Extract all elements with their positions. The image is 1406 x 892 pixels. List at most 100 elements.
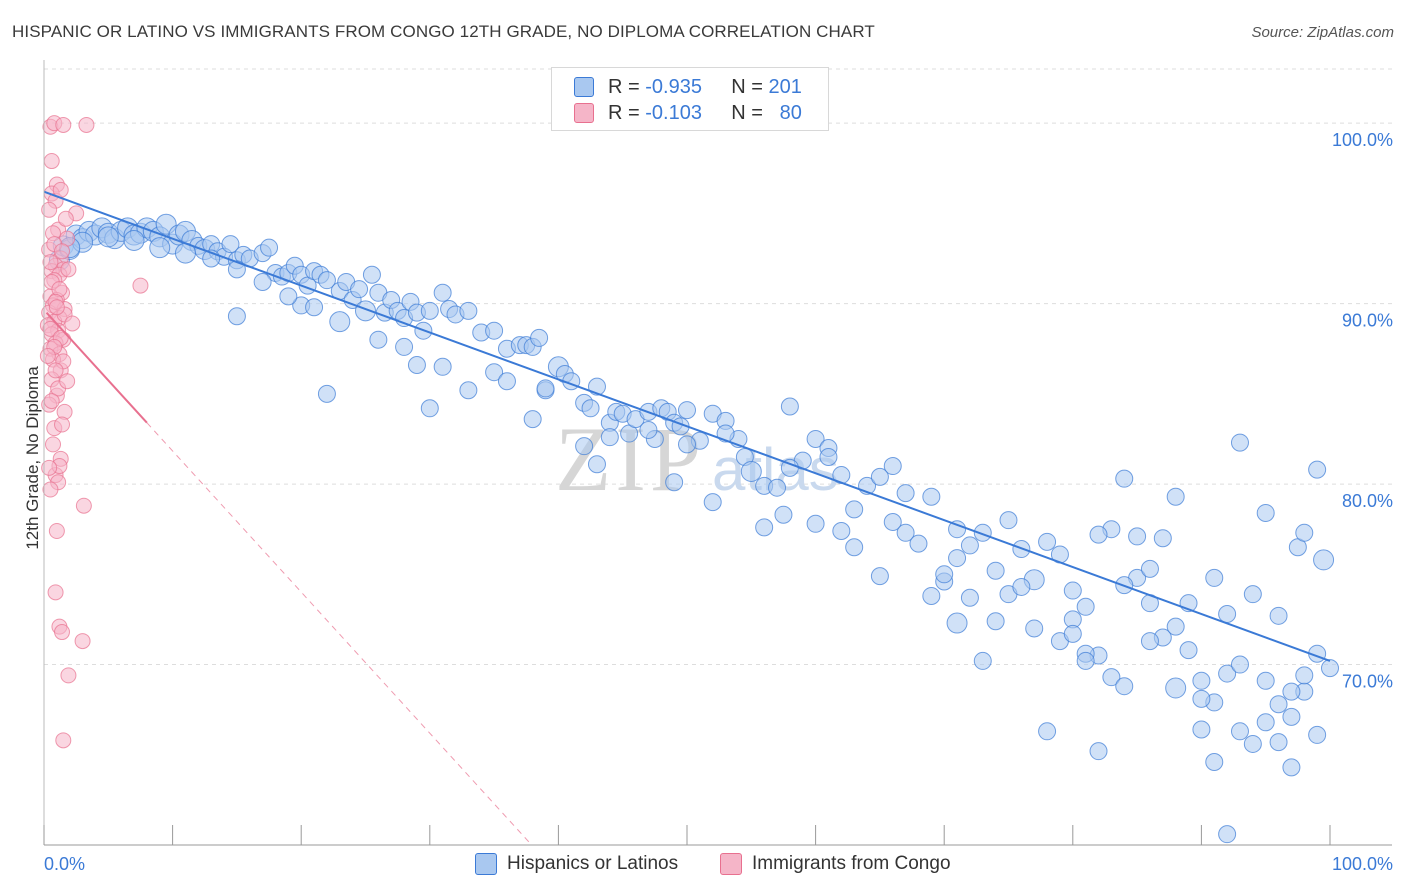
data-point-congo (78, 116, 95, 133)
data-point-hispanic (497, 372, 516, 391)
data-point-hispanic (1282, 682, 1301, 701)
legend-item-hispanic: Hispanics or Latinos (475, 851, 678, 877)
data-point-hispanic (1308, 460, 1327, 479)
data-point-hispanic (986, 561, 1005, 580)
data-point-hispanic (459, 301, 478, 320)
data-point-hispanic (420, 301, 439, 320)
data-point-hispanic (1063, 624, 1082, 643)
data-point-hispanic (1282, 707, 1301, 726)
n-label: N = (731, 75, 763, 98)
data-point-hispanic (1256, 503, 1275, 522)
data-point-hispanic (1230, 433, 1249, 452)
data-point-hispanic (1140, 559, 1159, 578)
data-point-congo (42, 481, 59, 498)
blue-swatch-icon (574, 77, 594, 97)
data-point-hispanic (1165, 677, 1187, 699)
data-point-hispanic (1025, 619, 1044, 638)
data-point-hispanic (600, 428, 619, 447)
data-point-hispanic (536, 379, 555, 398)
data-point-hispanic (369, 330, 388, 349)
data-point-hispanic (1218, 664, 1237, 683)
data-point-congo (43, 153, 60, 170)
y-tick-label: 80.0% (1342, 491, 1393, 511)
data-point-hispanic (1192, 689, 1211, 708)
data-point-hispanic (317, 271, 336, 290)
data-point-hispanic (755, 518, 774, 537)
data-point-hispanic (780, 397, 799, 416)
data-point-hispanic (774, 505, 793, 524)
data-point-congo (48, 523, 65, 539)
data-point-hispanic (883, 512, 902, 531)
data-point-hispanic (1166, 487, 1185, 506)
data-point-hispanic (1038, 722, 1057, 741)
data-point-hispanic (948, 549, 967, 568)
data-point-hispanic (149, 237, 171, 259)
data-point-hispanic (819, 448, 838, 467)
r-label: R = (608, 75, 640, 98)
data-point-congo (54, 243, 71, 260)
data-point-congo (42, 254, 59, 271)
correlation-legend: R = -0.935 N = 201 R = -0.103 N = 80 (551, 67, 829, 131)
data-point-hispanic (845, 500, 864, 519)
data-point-hispanic (1205, 568, 1224, 587)
y-axis-label: 12th Grade, No Diploma (23, 366, 42, 550)
data-point-hispanic (1140, 632, 1159, 651)
data-point-hispanic (1230, 722, 1249, 741)
data-point-hispanic (1282, 758, 1301, 777)
data-point-congo (45, 436, 62, 453)
data-point-hispanic (973, 651, 992, 670)
n-value: 201 (768, 75, 802, 98)
data-point-hispanic (1192, 720, 1211, 739)
data-point-hispanic (575, 437, 594, 456)
data-point-hispanic (665, 473, 684, 492)
data-point-congo (43, 393, 60, 410)
data-point-congo (55, 116, 72, 133)
data-point-hispanic (97, 226, 119, 248)
data-point-hispanic (362, 265, 381, 284)
data-point-hispanic (1102, 668, 1121, 687)
data-point-hispanic (1089, 525, 1108, 544)
data-point-congo (74, 633, 91, 650)
data-point-congo (41, 459, 58, 476)
data-point-hispanic (260, 238, 279, 257)
legend-label-hispanic: Hispanics or Latinos (507, 853, 679, 874)
data-point-hispanic (870, 567, 889, 586)
data-point-hispanic (1269, 695, 1288, 714)
x-tick-label: 100.0% (1332, 854, 1393, 874)
data-point-hispanic (1269, 606, 1288, 625)
data-point-hispanic (1115, 469, 1134, 488)
trend-line-congo (45, 311, 148, 424)
data-point-hispanic (948, 520, 967, 539)
data-point-hispanic (1166, 617, 1185, 636)
data-point-hispanic (1038, 532, 1057, 551)
data-point-hispanic (1192, 671, 1211, 690)
data-point-hispanic (485, 363, 504, 382)
data-point-congo (54, 416, 71, 433)
data-point-hispanic (329, 311, 351, 333)
data-point-hispanic (832, 522, 851, 540)
chart-title: HISPANIC OR LATINO VS IMMIGRANTS FROM CO… (12, 22, 875, 41)
data-point-hispanic (922, 487, 941, 506)
data-point-hispanic (946, 612, 968, 634)
data-point-hispanic (407, 355, 426, 374)
data-point-hispanic (1295, 523, 1314, 542)
data-point-hispanic (350, 280, 369, 299)
data-point-hispanic (279, 287, 298, 306)
data-point-hispanic (1243, 734, 1262, 753)
data-point-congo (55, 732, 72, 749)
data-point-congo (59, 373, 76, 390)
data-point-hispanic (227, 307, 246, 326)
data-point-hispanic (639, 420, 658, 439)
data-point-hispanic (986, 612, 1005, 631)
data-point-hispanic (1179, 641, 1198, 660)
data-point-hispanic (999, 511, 1018, 530)
data-point-hispanic (1205, 752, 1224, 771)
data-point-hispanic (1089, 742, 1108, 761)
y-tick-label: 100.0% (1332, 130, 1393, 150)
y-tick-label: 90.0% (1342, 311, 1393, 331)
data-point-hispanic (909, 534, 928, 553)
data-point-hispanic (420, 399, 439, 418)
data-point-hispanic (1243, 585, 1262, 604)
data-point-hispanic (883, 457, 902, 476)
data-point-congo (42, 320, 59, 337)
